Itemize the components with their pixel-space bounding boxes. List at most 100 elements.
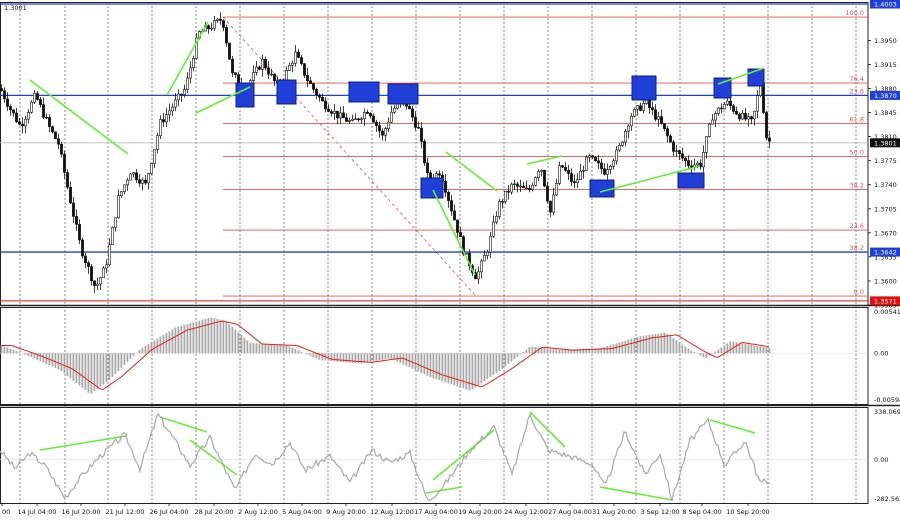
candle-body <box>708 124 710 136</box>
candle-body <box>324 101 326 109</box>
candle-body <box>378 126 380 131</box>
candle-body <box>525 188 527 189</box>
macd-bar <box>478 353 480 385</box>
macd-bar <box>730 341 732 353</box>
candle-body <box>603 169 605 175</box>
macd-bar <box>523 352 525 353</box>
macd-bar <box>493 353 495 375</box>
candle-body <box>675 151 677 152</box>
macd-bar <box>385 353 387 359</box>
macd-bar <box>754 345 756 353</box>
candle-body <box>189 68 191 78</box>
macd-bar <box>118 353 120 371</box>
highlight-box <box>236 83 254 107</box>
macd-bar <box>706 353 708 357</box>
macd-bar <box>505 353 507 366</box>
candle-body <box>591 156 593 157</box>
time-tick-label: 21 Jul 12:00 <box>106 508 145 516</box>
macd-bar <box>298 350 300 353</box>
candle-body <box>756 96 758 112</box>
candle-body <box>483 256 485 261</box>
candle-body <box>768 138 770 141</box>
macd-bar <box>688 348 690 353</box>
macd-bar <box>547 348 549 353</box>
candle-body <box>579 171 581 179</box>
candle-body <box>588 156 590 157</box>
time-tick-label: 16 Jul 20:00 <box>62 508 101 516</box>
candle-body <box>564 167 566 170</box>
macd-bar <box>667 334 669 353</box>
macd-bar <box>649 335 651 353</box>
candle-body <box>732 106 734 111</box>
candle-body <box>501 201 503 202</box>
macd-bar <box>181 326 183 353</box>
candle-body <box>36 93 38 99</box>
candle-body <box>309 81 311 84</box>
candle-body <box>135 173 137 180</box>
macd-bar <box>715 352 717 354</box>
macd-bar <box>691 350 693 353</box>
macd-bar <box>565 350 567 354</box>
candle-body <box>672 142 674 151</box>
macd-bar <box>250 343 252 353</box>
candle-body <box>705 137 707 153</box>
macd-bar <box>43 353 45 362</box>
candle-body <box>480 261 482 272</box>
macd-bar <box>91 353 93 393</box>
macd-bar <box>202 320 204 354</box>
fib-level-label: 61.8 <box>850 116 864 124</box>
candle-body <box>33 93 35 102</box>
macd-bar <box>415 353 417 370</box>
macd-bar <box>694 352 696 353</box>
candle-body <box>210 28 212 29</box>
macd-bar <box>289 346 291 353</box>
candle-body <box>93 281 95 286</box>
macd-bar <box>184 325 186 353</box>
candle-body <box>660 117 662 124</box>
candle-body <box>498 201 500 216</box>
macd-bar <box>226 322 228 354</box>
macd-bar <box>175 328 177 354</box>
candle-body <box>42 105 44 118</box>
candle-body <box>516 184 518 186</box>
candle-body <box>630 116 632 126</box>
candle-body <box>318 95 320 97</box>
time-tick-label: 14 Jul 04:00 <box>18 508 57 516</box>
fib-level-label: 50.0 <box>850 149 864 157</box>
axis-tick-label: 1.3600 <box>874 277 897 285</box>
candle-body <box>426 163 428 173</box>
macd-bar <box>367 353 369 362</box>
candle-body <box>633 109 635 116</box>
candle-body <box>606 170 608 175</box>
candle-body <box>741 113 743 119</box>
candle-body <box>339 113 341 118</box>
candle-body <box>492 222 494 236</box>
macd-bar <box>274 344 276 353</box>
macd-bar <box>550 349 552 354</box>
macd-bar <box>172 329 174 353</box>
candle-body <box>342 113 344 118</box>
candle-body <box>420 128 422 141</box>
candle-body <box>627 126 629 131</box>
fib-level-label: 38.2 <box>850 244 864 252</box>
candle-body <box>117 196 119 218</box>
candle-body <box>30 102 32 112</box>
macd-bar <box>763 347 765 353</box>
candle-body <box>63 154 65 172</box>
candle-body <box>162 120 164 122</box>
candle-body <box>594 157 596 161</box>
macd-bar <box>28 353 30 356</box>
candle-body <box>459 232 461 236</box>
macd-bar <box>634 338 636 353</box>
macd-bar <box>235 330 237 354</box>
candle-body <box>513 184 515 185</box>
macd-bar <box>553 349 555 353</box>
macd-bar <box>76 353 78 383</box>
candle-body <box>81 240 83 256</box>
candle-body <box>216 19 218 20</box>
candle-body <box>183 89 185 94</box>
macd-bar <box>646 335 648 353</box>
cci-tick-label: 0.00 <box>874 456 888 464</box>
